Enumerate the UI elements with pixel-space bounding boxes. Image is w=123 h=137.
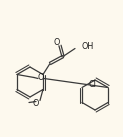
- Text: O: O: [33, 99, 39, 108]
- Text: O: O: [38, 73, 44, 82]
- Text: Cl: Cl: [88, 80, 96, 89]
- Text: OH: OH: [82, 42, 94, 51]
- Text: O: O: [54, 38, 60, 47]
